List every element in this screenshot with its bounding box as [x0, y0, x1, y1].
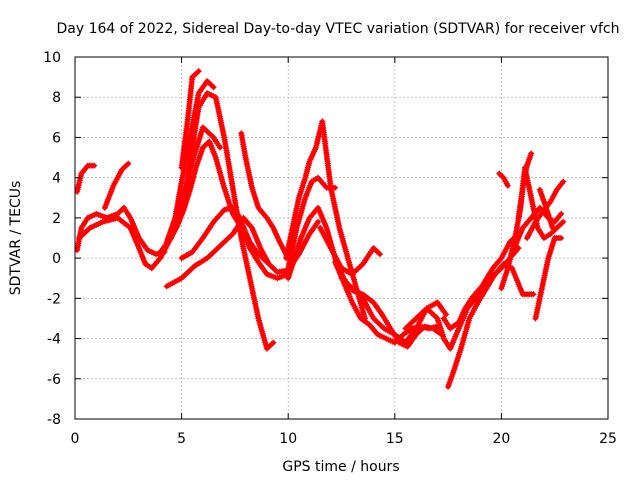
plot-frame [74, 56, 609, 420]
x-tick-label: 5 [177, 431, 186, 447]
x-tick-label: 20 [492, 431, 510, 447]
series-markers [317, 224, 383, 278]
x-tick-label: 10 [279, 431, 297, 447]
x-axis-label: GPS time / hours [282, 459, 399, 475]
y-tick-label: -4 [47, 332, 61, 348]
y-tick-label: 4 [52, 171, 61, 187]
series-markers [332, 259, 441, 346]
series-track-25 [511, 204, 565, 252]
series-markers [75, 162, 98, 195]
series-track-1 [75, 162, 98, 195]
series-markers [238, 130, 292, 262]
y-axis-label: SDTVAR / TECUs [8, 181, 24, 296]
series-track-3 [101, 160, 132, 211]
series-track-26 [532, 235, 565, 322]
series-track-28 [536, 186, 556, 231]
series-markers [536, 186, 556, 231]
series-markers [445, 261, 537, 390]
series-track-12 [231, 204, 270, 266]
series-track-16 [317, 224, 383, 278]
grid [75, 57, 608, 419]
x-tick-label: 0 [71, 431, 80, 447]
y-tick-label: 2 [52, 211, 61, 227]
series-track-24 [515, 150, 535, 221]
series-track-14 [285, 174, 339, 272]
y-tick-label: 10 [43, 50, 61, 66]
y-tick-label: -6 [47, 372, 61, 388]
plot-area [75, 68, 567, 390]
series-markers [231, 204, 270, 266]
series-track-8 [178, 68, 202, 171]
y-tick-label: 8 [52, 90, 61, 106]
series-markers [496, 170, 511, 189]
series-markers [532, 235, 565, 322]
series-markers [285, 174, 339, 272]
chart-title: Day 164 of 2022, Sidereal Day-to-day VTE… [56, 21, 619, 37]
x-tick-label: 15 [386, 431, 404, 447]
series-markers [283, 118, 368, 322]
series-track-22 [496, 170, 511, 189]
series-track-7 [163, 78, 217, 245]
series-track-13 [283, 118, 368, 322]
y-tick-label: 6 [52, 130, 61, 146]
y-tick-label: -8 [47, 412, 61, 428]
x-tick-label: 25 [599, 431, 617, 447]
series-track-18 [332, 259, 441, 346]
series-track-21 [445, 261, 537, 390]
y-tick-label: 0 [52, 251, 61, 267]
series-markers [178, 68, 202, 171]
series-track-11 [238, 130, 292, 262]
series-markers [163, 78, 217, 245]
y-tick-label: -2 [47, 291, 61, 307]
series-markers [101, 160, 132, 211]
series-markers [515, 150, 535, 221]
